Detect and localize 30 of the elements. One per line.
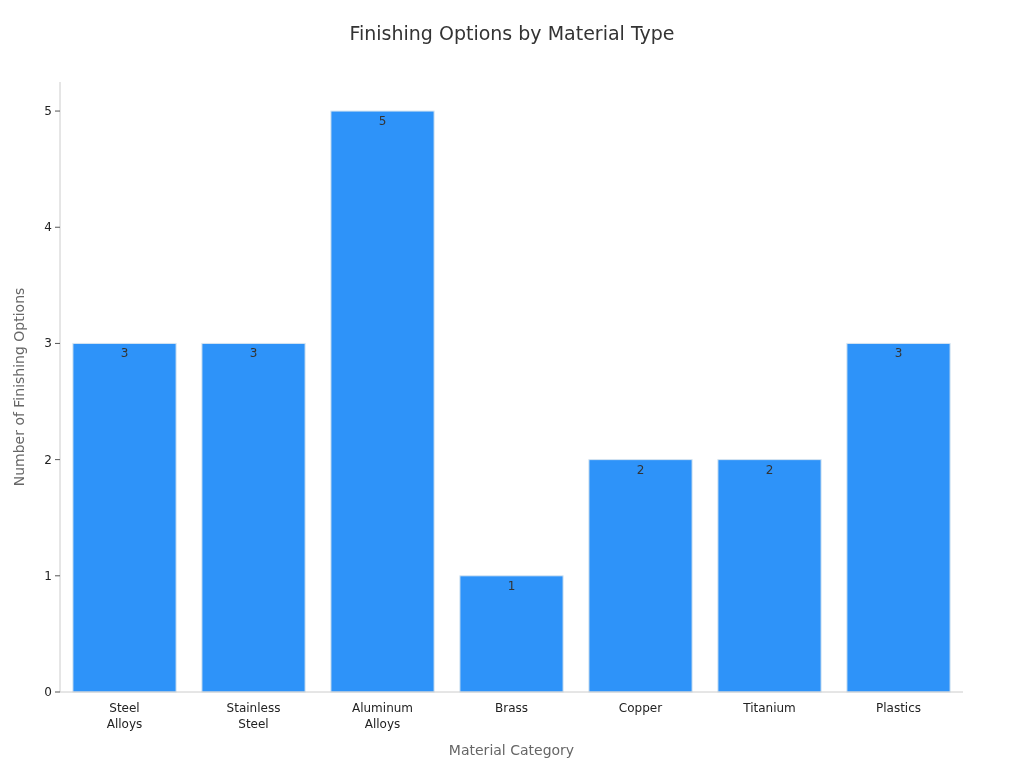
x-tick-label: Steel Alloys (106, 701, 143, 731)
bar (201, 342, 306, 693)
x-tick-label: Copper (618, 701, 663, 715)
data-label: 3 (894, 346, 903, 361)
y-tick-label: 2 (44, 452, 52, 467)
y-tick-label: 0 (44, 685, 52, 699)
y-tick-label: 1 (44, 568, 52, 583)
bar (459, 575, 564, 693)
bar (717, 459, 822, 693)
x-axis-title: Material Category (448, 742, 575, 758)
chart-title: Finishing Options by Material Type (349, 22, 675, 44)
x-tick-label: Aluminum Alloys (351, 701, 414, 731)
data-label: 2 (765, 462, 774, 477)
y-axis-title: Number of Finishing Options (11, 287, 27, 487)
y-tick-label: 5 (44, 104, 52, 119)
data-label: 1 (507, 578, 516, 593)
x-tick-label: Titanium (742, 701, 796, 715)
x-tick-label: Stainless Steel (226, 701, 281, 731)
data-label: 3 (120, 346, 129, 361)
y-tick-label: 4 (44, 220, 52, 235)
bar (846, 342, 951, 693)
data-label: 5 (378, 114, 387, 129)
data-label: 3 (249, 346, 258, 361)
x-tick-label: Brass (494, 701, 529, 715)
x-tick-label: Plastics (875, 701, 922, 715)
bar (330, 110, 435, 693)
bar (72, 342, 177, 693)
data-label: 2 (636, 462, 645, 477)
bar (588, 459, 693, 693)
y-tick-label: 3 (44, 336, 52, 351)
